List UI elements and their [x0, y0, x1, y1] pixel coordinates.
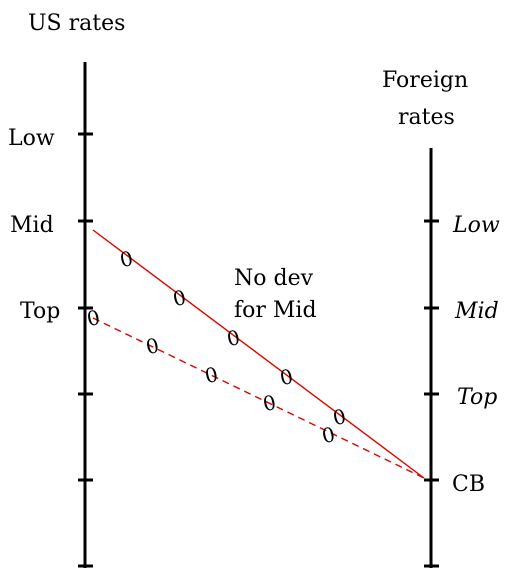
annotation-line2: for Mid [234, 298, 317, 323]
us-label-mid: Mid [10, 213, 54, 238]
zero-label: 0 [278, 364, 295, 390]
zero-label: 0 [331, 404, 348, 430]
foreign-label-mid: Mid [454, 299, 499, 324]
zero-label: 0 [203, 362, 220, 388]
zero-label: 0 [85, 305, 102, 331]
solid-deviation-line [92, 229, 425, 479]
zero-label: 0 [118, 246, 135, 272]
foreign-label-top: Top [457, 385, 497, 410]
foreign-label-low: Low [452, 213, 500, 238]
foreign-rates-title-line2: rates [398, 105, 455, 130]
us-label-top: Top [20, 299, 60, 324]
zero-label: 0 [171, 285, 188, 311]
zero-label: 0 [225, 325, 242, 351]
foreign-label-cb: CB [452, 472, 485, 497]
zero-label: 0 [320, 422, 337, 448]
zero-label: 0 [144, 333, 161, 359]
us-label-low: Low [8, 126, 55, 151]
foreign-rates-title-line1: Foreign [382, 68, 468, 93]
annotation-line1: No dev [234, 266, 314, 291]
dashed-deviation-line [92, 317, 425, 479]
zero-label: 0 [261, 390, 278, 416]
us-rates-title: US rates [28, 11, 125, 36]
